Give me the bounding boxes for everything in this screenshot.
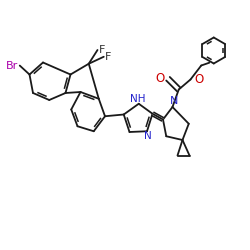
Text: Br: Br [6, 60, 18, 70]
Text: N: N [144, 131, 152, 141]
Text: N: N [170, 96, 178, 106]
Text: NH: NH [130, 94, 145, 104]
Text: F: F [105, 52, 111, 62]
Text: O: O [194, 73, 203, 86]
Text: O: O [155, 72, 164, 85]
Text: F: F [99, 45, 105, 55]
